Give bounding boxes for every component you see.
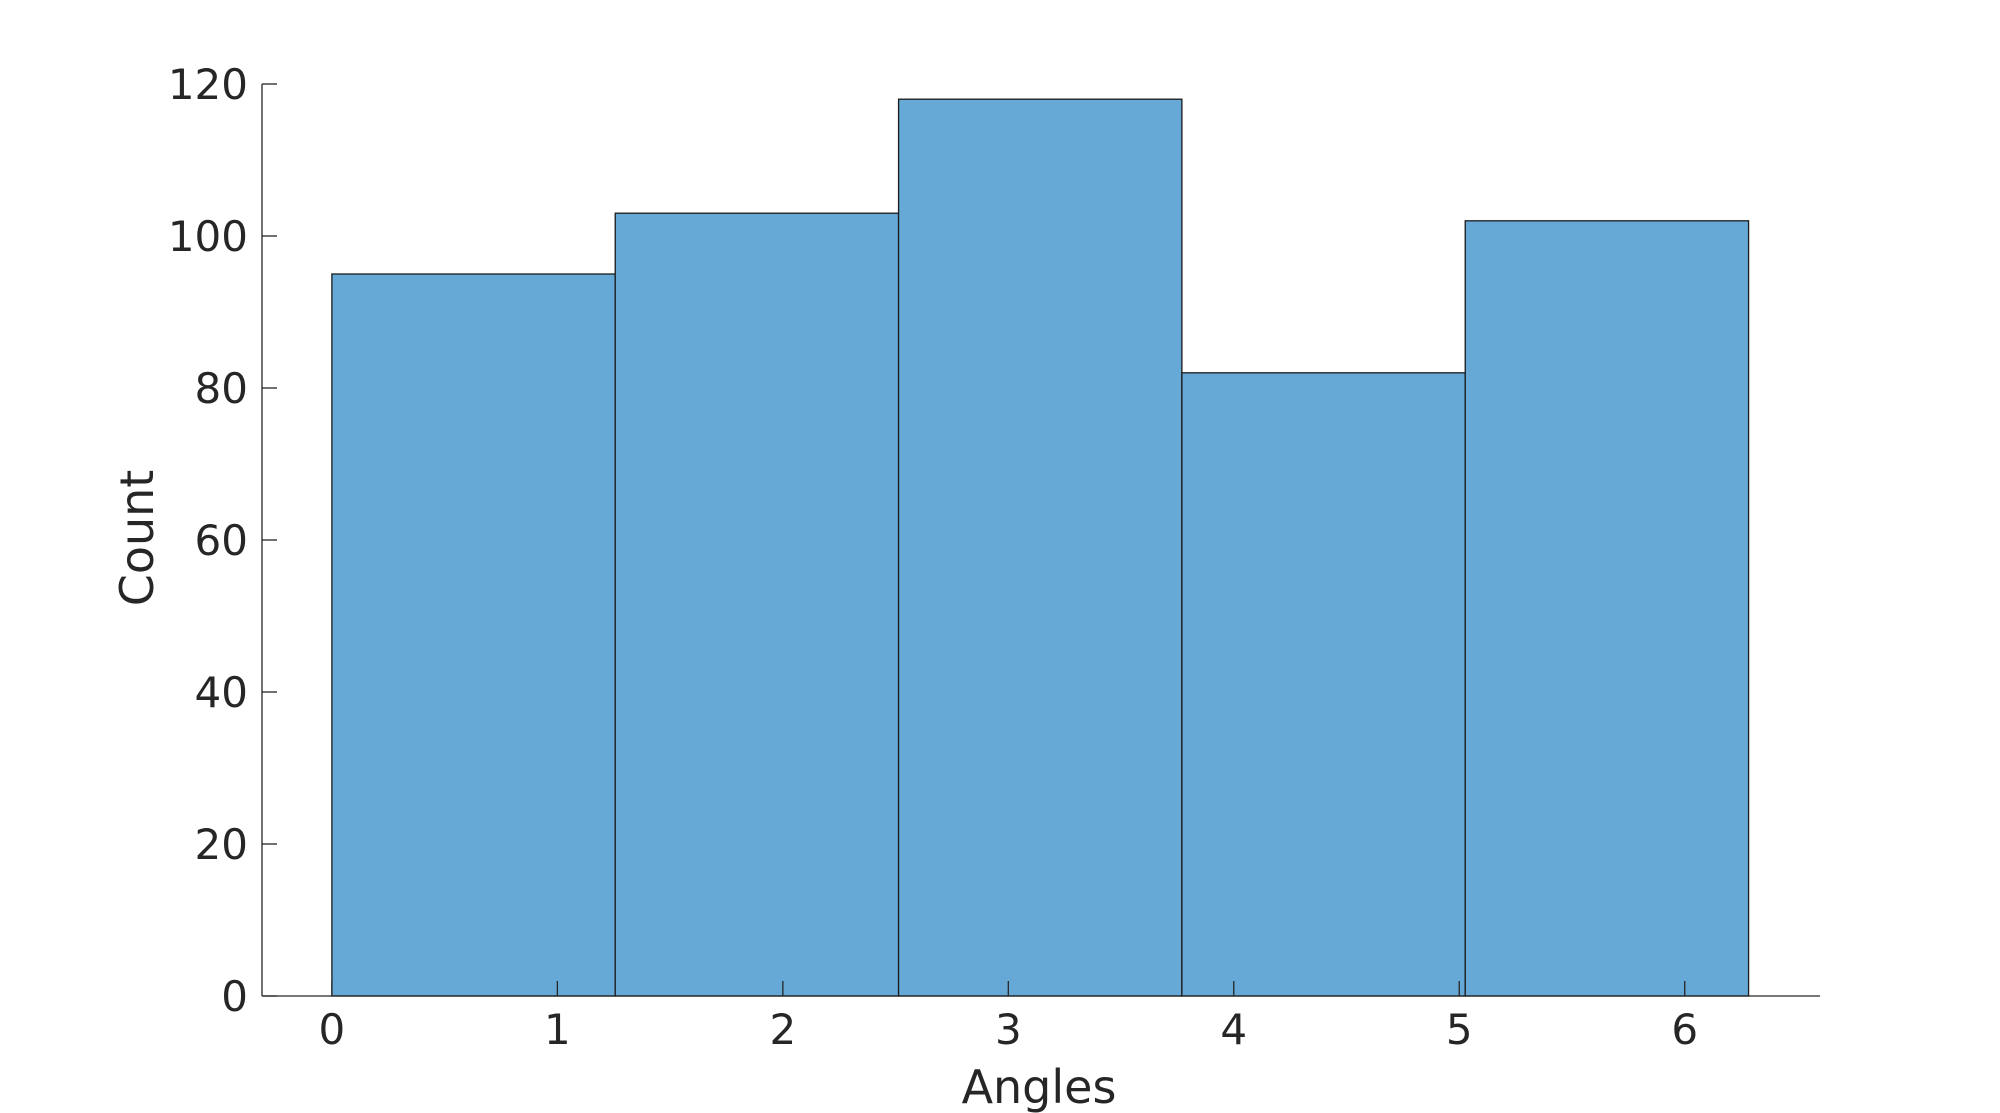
x-tick-label: 4 — [1220, 1005, 1247, 1054]
y-tick-label: 0 — [221, 972, 248, 1021]
y-tick-label: 20 — [195, 820, 248, 869]
histogram-bar — [1464, 220, 1750, 997]
x-tick-label: 3 — [995, 1005, 1022, 1054]
y-ticks-group: 0 20 40 60 80 100 120 — [168, 60, 277, 1021]
y-axis-label: Count — [110, 470, 164, 607]
x-axis-label: Angles — [962, 1060, 1117, 1113]
histogram-bar — [331, 273, 616, 997]
y-tick-label: 60 — [195, 516, 248, 565]
x-tick-label: 6 — [1671, 1005, 1698, 1054]
x-tick-label: 0 — [319, 1005, 346, 1054]
x-tick-label: 2 — [769, 1005, 796, 1054]
histogram-bar — [897, 98, 1183, 997]
y-tick-label: 80 — [195, 364, 248, 413]
x-ticks-group: 0 1 2 3 4 5 6 — [319, 981, 1698, 1054]
x-tick-label: 1 — [544, 1005, 571, 1054]
bars-group — [331, 98, 1750, 997]
y-tick-label: 100 — [168, 212, 248, 261]
y-tick-label: 40 — [195, 668, 248, 717]
histogram-bar — [614, 212, 900, 997]
histogram-bar — [1181, 372, 1466, 997]
x-tick-label: 5 — [1446, 1005, 1473, 1054]
y-tick-label: 120 — [168, 60, 248, 109]
